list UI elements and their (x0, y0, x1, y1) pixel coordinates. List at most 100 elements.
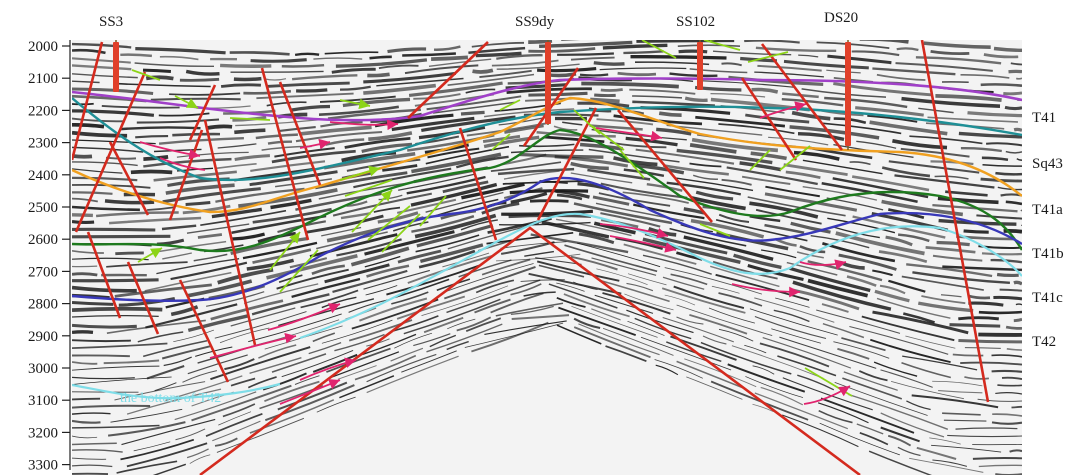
seismic-reflector (801, 88, 887, 98)
seismic-reflector (781, 98, 844, 107)
seismic-reflector (555, 218, 632, 237)
seismic-reflector (940, 294, 962, 298)
seismic-reflector (708, 307, 755, 324)
flow-arrow (329, 119, 399, 131)
flow-arrow (299, 357, 357, 381)
seismic-reflector (217, 143, 257, 149)
seismic-reflector (1006, 348, 1022, 351)
seismic-reflector (419, 243, 484, 264)
seismic-reflector (600, 88, 623, 92)
seismic-reflector (114, 381, 206, 401)
seismic-reflector (995, 392, 1022, 395)
depth-tick-label: 2500 (28, 200, 58, 216)
seismic-reflector (626, 282, 654, 292)
seismic-reflector (290, 104, 331, 112)
seismic-reflector (382, 164, 418, 172)
seismic-reflector (700, 341, 792, 375)
fault (760, 43, 844, 151)
seismic-reflector (905, 335, 956, 349)
seismic-reflector (570, 255, 618, 271)
seismic-reflector (397, 249, 442, 264)
onlap-mark (269, 231, 301, 271)
seismic-reflector (511, 314, 570, 321)
seismic-reflector (689, 314, 748, 335)
seismic-reflector (418, 249, 476, 269)
seismic-reflector (275, 178, 333, 188)
depth-tick-label: 2700 (28, 264, 58, 280)
seismic-reflector (229, 51, 290, 56)
seismic-reflector (822, 322, 865, 339)
seismic-reflector (255, 133, 298, 140)
seismic-reflector (564, 244, 658, 273)
seismic-reflector (185, 201, 211, 206)
fault (278, 81, 322, 186)
seismic-reflector (344, 137, 411, 149)
onlap-mark (344, 179, 393, 197)
fault (407, 41, 489, 119)
seismic-reflector (779, 336, 877, 369)
seismic-reflector (629, 88, 696, 95)
seismic-reflector (859, 431, 889, 446)
seismic-reflector (294, 52, 320, 57)
seismic-reflector (623, 168, 665, 178)
seismic-reflector (484, 108, 575, 118)
seismic-reflector (243, 89, 292, 95)
seismic-reflector (519, 143, 575, 148)
seismic-reflector (233, 76, 262, 82)
seismic-reflector (964, 347, 1001, 349)
seismic-reflector (528, 40, 553, 44)
seismic-reflector (369, 55, 392, 60)
seismic-reflector (798, 54, 819, 58)
seismic-reflector (715, 273, 810, 301)
seismic-reflector (387, 47, 427, 54)
seismic-reflector (932, 254, 983, 262)
seismic-reflector (72, 424, 160, 429)
seismic-reflector (581, 81, 679, 89)
bottom-of-t42-annotation: the bottom of T42 (120, 391, 221, 406)
seismic-reflector (72, 361, 98, 365)
seismic-reflector (510, 305, 554, 316)
seismic-reflector (72, 197, 98, 203)
seismic-reflector (200, 209, 287, 227)
seismic-reflector (411, 215, 475, 233)
seismic-reflector (327, 108, 421, 120)
seismic-reflector (895, 62, 993, 72)
seismic-reflector (894, 174, 995, 189)
seismic-reflector (600, 212, 661, 228)
seismic-reflector (747, 196, 846, 217)
seismic-reflector (873, 361, 918, 377)
horizon-label-t41c: T41c (1032, 290, 1063, 306)
seismic-reflector (718, 123, 795, 135)
seismic-reflector (887, 434, 912, 447)
seismic-reflector (622, 191, 689, 204)
horizon-t41a (72, 96, 1022, 214)
seismic-reflector (686, 376, 743, 400)
seismic-reflector (978, 464, 1022, 468)
seismic-reflector (723, 35, 812, 37)
seismic-reflector (503, 170, 560, 180)
onlap-mark (499, 99, 521, 111)
seismic-reflector (72, 435, 98, 439)
seismic-reflector (390, 347, 424, 362)
seismic-reflector (109, 216, 202, 225)
seismic-reflector (72, 376, 172, 385)
seismic-reflector (590, 97, 620, 104)
seismic-reflector (413, 333, 451, 347)
seismic-reflector (789, 266, 871, 293)
seismic-reflector (359, 297, 428, 322)
seismic-reflector (599, 279, 670, 303)
seismic-reflector (393, 315, 439, 332)
seismic-reflector (72, 272, 98, 277)
seismic-reflector (783, 163, 848, 177)
seismic-reflector (460, 110, 485, 116)
seismic-reflector (137, 331, 184, 343)
seismic-reflector (880, 369, 933, 388)
seismic-reflector (901, 361, 951, 379)
onlap-mark (641, 40, 677, 59)
seismic-reflector (1005, 200, 1022, 206)
seismic-reflector (321, 226, 362, 237)
well-ss102: SS102 (676, 14, 715, 90)
seismic-reflector (807, 278, 869, 298)
seismic-reflector (849, 325, 949, 355)
seismic-reflector (785, 170, 821, 180)
